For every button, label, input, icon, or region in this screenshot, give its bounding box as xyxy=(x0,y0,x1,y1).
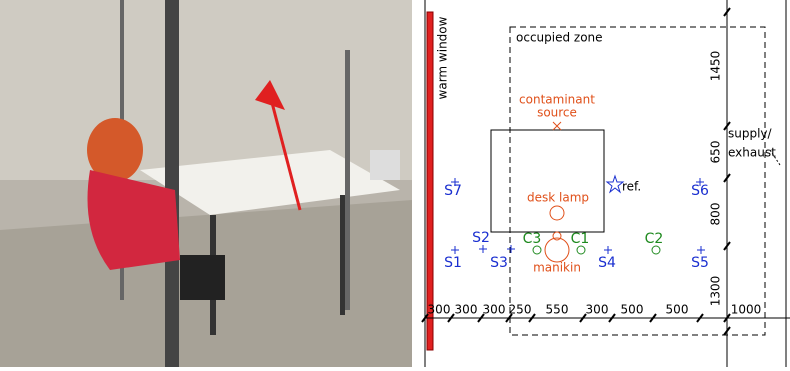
dim-label: 1300 xyxy=(709,276,723,307)
sensor-label: S1 xyxy=(444,255,462,271)
window-bar xyxy=(427,12,433,350)
labels: warm window occupied zone contaminant so… xyxy=(428,16,777,316)
photo xyxy=(0,0,412,367)
source-label: contaminant xyxy=(519,93,595,107)
dim-label: 500 xyxy=(621,303,644,317)
dim-label: 800 xyxy=(709,203,723,226)
dim-label: 650 xyxy=(709,141,723,164)
dim-label: 300 xyxy=(586,303,609,317)
source-label: source xyxy=(537,106,577,120)
zone-label: occupied zone xyxy=(516,31,603,45)
window-label: warm window xyxy=(436,16,450,99)
sensor-label: S2 xyxy=(472,230,490,246)
sensor-label: S6 xyxy=(691,183,709,199)
camera-label: C2 xyxy=(645,231,664,247)
camera-label: C3 xyxy=(523,231,542,247)
dim-label: 550 xyxy=(546,303,569,317)
camera-label: C1 xyxy=(571,231,590,247)
ref-label: ref. xyxy=(622,180,641,194)
supply-label: exhaust xyxy=(728,146,776,160)
dim-label: 500 xyxy=(666,303,689,317)
lamp-label: desk lamp xyxy=(527,191,589,205)
figure: warm window occupied zone contaminant so… xyxy=(0,0,790,367)
sensor-label: S7 xyxy=(444,183,462,199)
supply-label: supply/ xyxy=(728,127,773,141)
dim-label: 250 xyxy=(509,303,532,317)
dim-label: 300 xyxy=(455,303,478,317)
dim-label: 300 xyxy=(483,303,506,317)
sensor-label: S4 xyxy=(598,255,616,271)
dim-label: 1450 xyxy=(709,51,723,82)
dim-label: 300 xyxy=(428,303,451,317)
dim-label: 1000 xyxy=(731,303,762,317)
manikin-label: manikin xyxy=(533,261,581,275)
desk xyxy=(491,130,604,232)
sensor-label: S3 xyxy=(490,255,508,271)
sensor-label: S5 xyxy=(691,255,709,271)
